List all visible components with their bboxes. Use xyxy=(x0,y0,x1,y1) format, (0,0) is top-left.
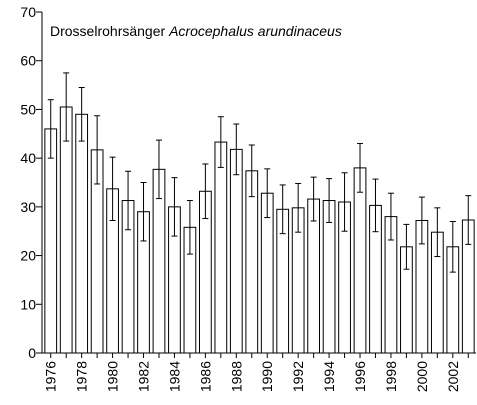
y-tick-label: 10 xyxy=(20,296,36,312)
bar xyxy=(152,168,166,354)
bar xyxy=(322,200,336,354)
bar xyxy=(229,148,243,354)
bar xyxy=(338,201,351,354)
bar xyxy=(353,167,367,354)
x-tick-label: 1994 xyxy=(321,361,337,392)
x-tick-label: 1990 xyxy=(259,361,275,392)
bar xyxy=(59,106,73,354)
bar xyxy=(384,216,398,354)
x-tick-label: 1988 xyxy=(228,361,244,392)
chart-title: Drosselrohrsänger Acrocephalus arundinac… xyxy=(50,23,342,39)
bar xyxy=(461,219,475,354)
y-tick-label: 0 xyxy=(28,345,36,361)
bar xyxy=(137,211,150,354)
bar xyxy=(446,246,460,354)
x-tick-label: 1996 xyxy=(352,361,368,392)
y-tick-label: 50 xyxy=(20,101,36,117)
x-tick-label: 1978 xyxy=(74,361,90,392)
bar xyxy=(415,219,429,354)
title: Drosselrohrsänger xyxy=(50,23,165,39)
x-tick-label: 2002 xyxy=(445,361,461,392)
bar xyxy=(44,128,58,354)
x-tick-label: 2000 xyxy=(414,361,430,392)
y-tick-label: 70 xyxy=(20,4,36,20)
y-tick-label: 40 xyxy=(20,150,36,166)
bar xyxy=(168,206,181,354)
bar xyxy=(245,170,259,354)
x-tick-label: 1992 xyxy=(290,361,306,392)
bar xyxy=(75,113,89,354)
bar xyxy=(369,204,382,354)
y-tick-label: 30 xyxy=(20,199,36,215)
bar xyxy=(430,231,444,354)
x-tick-label: 1982 xyxy=(136,361,152,392)
bar xyxy=(214,141,228,354)
y-tick-label: 20 xyxy=(20,248,36,264)
x-tick-label: 1986 xyxy=(197,361,213,392)
bar xyxy=(276,208,290,354)
x-tick-label: 1984 xyxy=(166,361,182,392)
bar xyxy=(121,200,135,354)
bar xyxy=(307,198,321,354)
y-tick-label: 60 xyxy=(20,53,36,69)
bar xyxy=(183,226,197,354)
bar xyxy=(198,190,212,354)
x-tick-label: 1980 xyxy=(105,361,121,392)
bar xyxy=(90,149,104,354)
bar xyxy=(260,192,274,354)
bar xyxy=(291,207,305,354)
x-tick-label: 1976 xyxy=(43,361,59,392)
x-tick-label: 1998 xyxy=(383,361,399,392)
bar xyxy=(106,188,119,354)
bar xyxy=(400,246,413,354)
subtitle: Acrocephalus arundinaceus xyxy=(168,23,342,39)
